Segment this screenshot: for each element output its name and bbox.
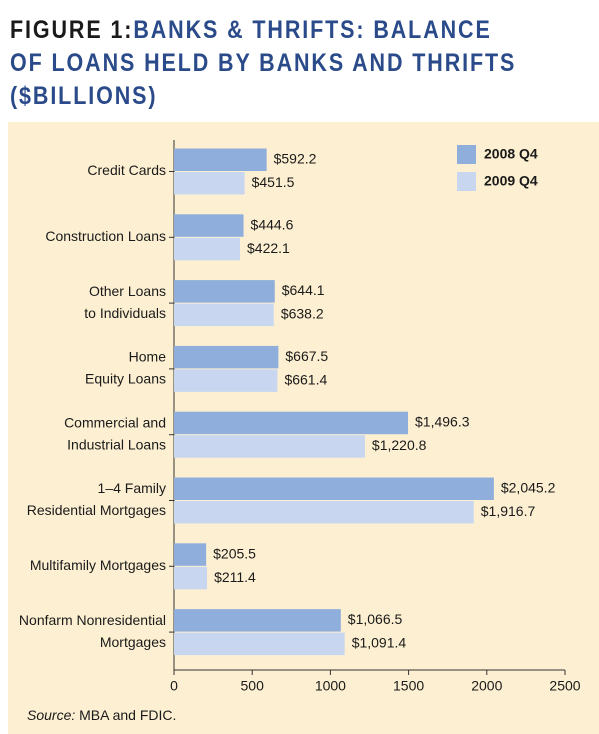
data-label: $1,091.4 xyxy=(352,635,407,651)
data-label: $1,916.7 xyxy=(481,503,536,519)
bar-2009-q4 xyxy=(174,632,345,656)
category-label: Credit Cards xyxy=(87,162,166,178)
bar-2009-q4 xyxy=(174,369,278,392)
x-tick-label: 2500 xyxy=(549,678,580,694)
bar-2008-q4 xyxy=(174,543,207,566)
data-label: $1,496.3 xyxy=(415,414,470,430)
source-label: Source: xyxy=(27,707,76,723)
category-label: Construction Loans xyxy=(45,228,166,244)
data-label: $2,045.2 xyxy=(501,479,556,495)
bar-2009-q4 xyxy=(174,303,274,327)
legend-swatch xyxy=(457,145,476,164)
data-label: $211.4 xyxy=(214,569,256,585)
bar-2008-q4 xyxy=(174,214,244,237)
legend-label: 2009 Q4 xyxy=(484,173,538,189)
legend-swatch xyxy=(457,172,476,191)
data-label: $205.5 xyxy=(213,545,256,561)
bar-2008-q4 xyxy=(174,148,267,171)
data-label: $638.2 xyxy=(281,306,324,322)
category-label: Home xyxy=(129,349,167,365)
title-line-1: FIGURE 1:BANKS & THRIFTS: BALANCE xyxy=(10,14,513,47)
title-line-2: OF LOANS HELD BY BANKS AND THRIFTS xyxy=(10,49,517,77)
x-tick-label: 2000 xyxy=(471,678,502,694)
source-note: Source: MBA and FDIC. xyxy=(27,707,176,723)
title-line-3: ($BILLIONS) xyxy=(10,82,158,110)
data-label: $451.5 xyxy=(252,174,295,190)
data-label: $1,066.5 xyxy=(348,611,403,627)
bar-2008-q4 xyxy=(174,411,409,435)
category-label: to Individuals xyxy=(84,305,166,321)
source-text: MBA and FDIC. xyxy=(79,707,177,723)
bar-2008-q4 xyxy=(174,609,341,632)
category-label: Mortgages xyxy=(100,634,166,650)
data-label: $592.2 xyxy=(274,150,317,166)
chart-title: FIGURE 1:BANKS & THRIFTS: BALANCE OF LOA… xyxy=(10,14,595,113)
bar-2009-q4 xyxy=(174,237,241,261)
data-label: $422.1 xyxy=(247,240,290,256)
category-label: Residential Mortgages xyxy=(27,502,166,518)
category-label: Equity Loans xyxy=(85,371,166,387)
x-tick-label: 1000 xyxy=(315,678,346,694)
category-label: Multifamily Mortgages xyxy=(30,557,166,573)
data-label: $1,220.8 xyxy=(372,437,427,453)
bar-2008-q4 xyxy=(174,345,279,369)
data-label: $444.6 xyxy=(251,216,294,232)
x-tick-label: 500 xyxy=(241,678,265,694)
x-tick-label: 0 xyxy=(170,678,178,694)
data-label: $661.4 xyxy=(284,371,327,387)
category-label: Industrial Loans xyxy=(67,436,166,452)
title-text-1: BANKS & THRIFTS: BALANCE xyxy=(133,16,492,44)
bar-2008-q4 xyxy=(174,280,275,303)
figure-label: FIGURE 1: xyxy=(10,16,134,44)
category-label: Other Loans xyxy=(89,283,166,299)
category-label: 1–4 Family xyxy=(98,480,166,496)
category-label: Commercial and xyxy=(64,414,166,430)
bar-2009-q4 xyxy=(174,566,208,590)
data-label: $644.1 xyxy=(282,282,325,298)
bar-2009-q4 xyxy=(174,501,474,524)
bar-2009-q4 xyxy=(174,435,365,458)
data-label: $667.5 xyxy=(285,348,328,364)
category-label: Nonfarm Nonresidential xyxy=(19,612,166,628)
bar-2009-q4 xyxy=(174,172,245,195)
x-tick-label: 1500 xyxy=(393,678,424,694)
bar-2008-q4 xyxy=(174,477,494,500)
legend-label: 2008 Q4 xyxy=(484,146,538,162)
